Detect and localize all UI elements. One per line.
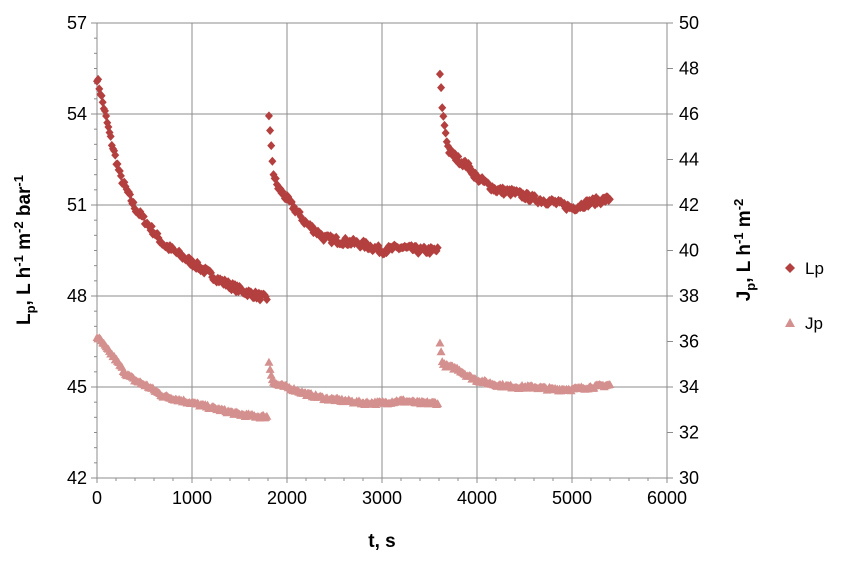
y-right-tick-label: 36 bbox=[679, 332, 699, 352]
y-left-title-sup2: -2 bbox=[11, 221, 26, 233]
data-point-lp bbox=[94, 74, 103, 84]
legend-lp-label: Lp bbox=[805, 259, 824, 278]
data-point-jp bbox=[265, 364, 275, 373]
data-point-lp bbox=[139, 211, 148, 221]
data-point-jp bbox=[264, 357, 274, 366]
data-point-jp bbox=[436, 347, 446, 356]
data-points bbox=[92, 69, 615, 422]
legend-jp-marker bbox=[785, 318, 795, 327]
y-right-title-sup1: -1 bbox=[731, 232, 746, 244]
data-point-lp bbox=[433, 243, 442, 253]
data-point-lp bbox=[106, 131, 115, 141]
x-tick-label: 2000 bbox=[267, 488, 307, 508]
x-tick-label: 1000 bbox=[172, 488, 212, 508]
y-right-tick-label: 50 bbox=[679, 13, 699, 33]
data-point-lp bbox=[98, 97, 107, 107]
y-right-tick-label: 48 bbox=[679, 59, 699, 79]
y-left-axis-ticks: 42 45 48 51 54 57 bbox=[67, 13, 97, 488]
data-point-lp bbox=[116, 171, 125, 181]
data-point-lp bbox=[268, 156, 277, 166]
data-point-lp bbox=[147, 221, 156, 231]
y-right-tick-label: 46 bbox=[679, 104, 699, 124]
y-left-tick-label: 48 bbox=[67, 286, 87, 306]
y-right-title-sub: p bbox=[743, 283, 758, 291]
data-point-jp bbox=[605, 379, 615, 388]
data-point-lp bbox=[262, 295, 271, 305]
y-right-title-main: J bbox=[734, 291, 755, 302]
y-left-title-sup3: -1 bbox=[11, 175, 26, 187]
data-point-lp bbox=[129, 197, 138, 207]
x-tick-label: 3000 bbox=[362, 488, 402, 508]
y-left-title-rest: , L h bbox=[14, 267, 35, 306]
y-right-tick-label: 40 bbox=[679, 241, 699, 261]
y-right-tick-label: 32 bbox=[679, 423, 699, 443]
x-axis-ticks: 0 1000 2000 3000 4000 5000 6000 bbox=[92, 478, 687, 508]
x-tick-label: 4000 bbox=[457, 488, 497, 508]
y-left-tick-label: 54 bbox=[67, 104, 87, 124]
series-jp bbox=[92, 333, 615, 422]
data-point-jp bbox=[266, 370, 276, 379]
y-left-title-main: L bbox=[14, 313, 35, 325]
data-point-lp bbox=[439, 111, 448, 121]
x-tick-label: 0 bbox=[92, 488, 102, 508]
y-right-tick-label: 42 bbox=[679, 195, 699, 215]
data-point-lp bbox=[97, 91, 106, 101]
y-right-tick-label: 30 bbox=[679, 468, 699, 488]
y-left-tick-label: 51 bbox=[67, 195, 87, 215]
x-tick-label: 6000 bbox=[647, 488, 687, 508]
legend-jp-label: Jp bbox=[805, 314, 823, 333]
y-left-tick-label: 42 bbox=[67, 468, 87, 488]
data-point-jp bbox=[433, 399, 443, 408]
data-point-lp bbox=[454, 152, 463, 162]
legend: Lp Jp bbox=[785, 259, 824, 333]
y-right-tick-label: 44 bbox=[679, 150, 699, 170]
y-left-title-mid: m bbox=[14, 233, 35, 255]
data-point-lp bbox=[267, 141, 276, 151]
data-point-lp bbox=[126, 190, 135, 200]
y-right-title-rest: , L h bbox=[734, 244, 755, 283]
data-point-lp bbox=[440, 120, 449, 130]
data-point-jp bbox=[262, 411, 272, 420]
series-lp bbox=[93, 69, 614, 305]
y-left-title-tail: bar bbox=[14, 186, 35, 221]
data-point-lp bbox=[177, 249, 186, 259]
data-point-lp bbox=[266, 126, 275, 136]
y-left-title-sup1: -1 bbox=[11, 255, 26, 267]
y-right-title-mid: m bbox=[734, 210, 755, 232]
y-left-title-sub: p bbox=[23, 305, 38, 313]
x-tick-label: 5000 bbox=[552, 488, 592, 508]
data-point-lp bbox=[437, 83, 446, 93]
data-point-jp bbox=[435, 338, 445, 347]
data-point-lp bbox=[264, 111, 273, 121]
data-point-lp bbox=[441, 128, 450, 138]
y-right-title-sup2: -2 bbox=[731, 199, 746, 211]
data-point-lp bbox=[102, 111, 111, 121]
x-axis-title: t, s bbox=[368, 531, 395, 552]
y-left-tick-label: 45 bbox=[67, 377, 87, 397]
data-point-lp bbox=[104, 122, 113, 132]
y-left-tick-label: 57 bbox=[67, 13, 87, 33]
legend-lp-marker bbox=[785, 263, 795, 273]
data-point-lp bbox=[271, 174, 280, 184]
data-point-lp bbox=[435, 69, 444, 79]
data-point-lp bbox=[248, 289, 257, 299]
y-left-axis-title: Lp, L h-1 m-2 bar-1 bbox=[11, 175, 38, 325]
y-right-tick-label: 38 bbox=[679, 286, 699, 306]
data-point-lp bbox=[605, 194, 614, 204]
data-point-lp bbox=[438, 103, 447, 113]
data-point-lp bbox=[113, 159, 122, 169]
y-right-axis-title: Jp, L h-1 m-2 bbox=[731, 199, 758, 302]
y-right-axis-ticks: 30 32 34 36 38 40 42 44 46 48 50 bbox=[667, 13, 699, 488]
data-point-lp bbox=[111, 150, 120, 160]
y-right-tick-label: 34 bbox=[679, 377, 699, 397]
